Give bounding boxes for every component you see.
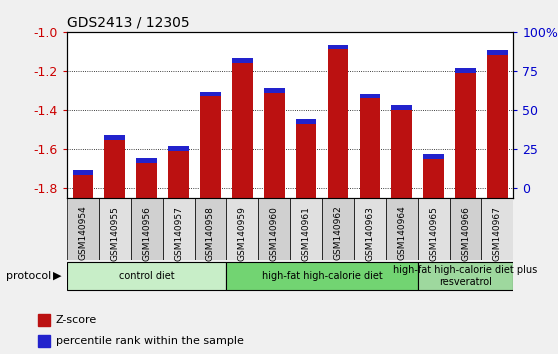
Text: GSM140959: GSM140959 <box>238 206 247 261</box>
Bar <box>162 198 195 260</box>
Text: GSM140965: GSM140965 <box>429 206 438 261</box>
Text: GSM140960: GSM140960 <box>270 206 278 261</box>
Bar <box>455 68 476 73</box>
Bar <box>487 51 508 55</box>
Bar <box>136 158 157 163</box>
Bar <box>200 96 221 198</box>
Bar <box>328 45 348 50</box>
Text: GSM140956: GSM140956 <box>142 206 151 261</box>
Text: GSM140961: GSM140961 <box>302 206 311 261</box>
Bar <box>104 139 125 198</box>
Bar <box>391 110 412 198</box>
Bar <box>38 335 51 347</box>
Bar <box>131 198 162 260</box>
Bar <box>227 262 418 290</box>
Text: percentile rank within the sample: percentile rank within the sample <box>56 336 243 346</box>
Bar <box>136 163 157 198</box>
Bar <box>67 262 227 290</box>
Text: control diet: control diet <box>119 271 175 281</box>
Text: GSM140962: GSM140962 <box>334 206 343 261</box>
Bar <box>104 135 125 139</box>
Bar <box>67 198 99 260</box>
Bar <box>195 198 227 260</box>
Bar <box>168 151 189 198</box>
Bar <box>322 198 354 260</box>
Bar <box>418 198 450 260</box>
Text: GSM140964: GSM140964 <box>397 206 406 261</box>
Bar <box>258 198 290 260</box>
Bar <box>296 119 316 124</box>
Bar <box>99 198 131 260</box>
Bar <box>450 198 482 260</box>
Text: GSM140963: GSM140963 <box>365 206 374 261</box>
Bar <box>391 105 412 110</box>
Bar <box>296 124 316 198</box>
Bar <box>73 170 93 175</box>
Bar <box>73 175 93 198</box>
Text: Z-score: Z-score <box>56 315 97 325</box>
Bar <box>232 63 253 198</box>
Text: GDS2413 / 12305: GDS2413 / 12305 <box>67 15 190 29</box>
Bar <box>227 198 258 260</box>
Text: high-fat high-calorie diet plus
resveratrol: high-fat high-calorie diet plus resverat… <box>393 265 538 287</box>
Text: GSM140954: GSM140954 <box>79 206 88 261</box>
Text: protocol: protocol <box>6 271 51 281</box>
Bar <box>38 314 51 326</box>
Bar <box>264 92 285 198</box>
Bar <box>354 198 386 260</box>
Bar <box>168 146 189 151</box>
Bar <box>328 50 348 198</box>
Bar <box>418 262 513 290</box>
Bar <box>424 159 444 198</box>
Bar <box>359 93 380 98</box>
Text: GSM140955: GSM140955 <box>110 206 119 261</box>
Bar <box>232 58 253 63</box>
Text: GSM140958: GSM140958 <box>206 206 215 261</box>
Bar <box>264 88 285 92</box>
Bar <box>424 154 444 159</box>
Bar <box>455 73 476 198</box>
Bar <box>482 198 513 260</box>
Bar <box>290 198 322 260</box>
Bar <box>487 55 508 198</box>
Text: GSM140957: GSM140957 <box>174 206 183 261</box>
Text: GSM140966: GSM140966 <box>461 206 470 261</box>
Bar <box>359 98 380 198</box>
Text: ▶: ▶ <box>53 271 61 281</box>
Bar <box>386 198 418 260</box>
Bar <box>200 92 221 96</box>
Text: GSM140967: GSM140967 <box>493 206 502 261</box>
Text: high-fat high-calorie diet: high-fat high-calorie diet <box>262 271 382 281</box>
